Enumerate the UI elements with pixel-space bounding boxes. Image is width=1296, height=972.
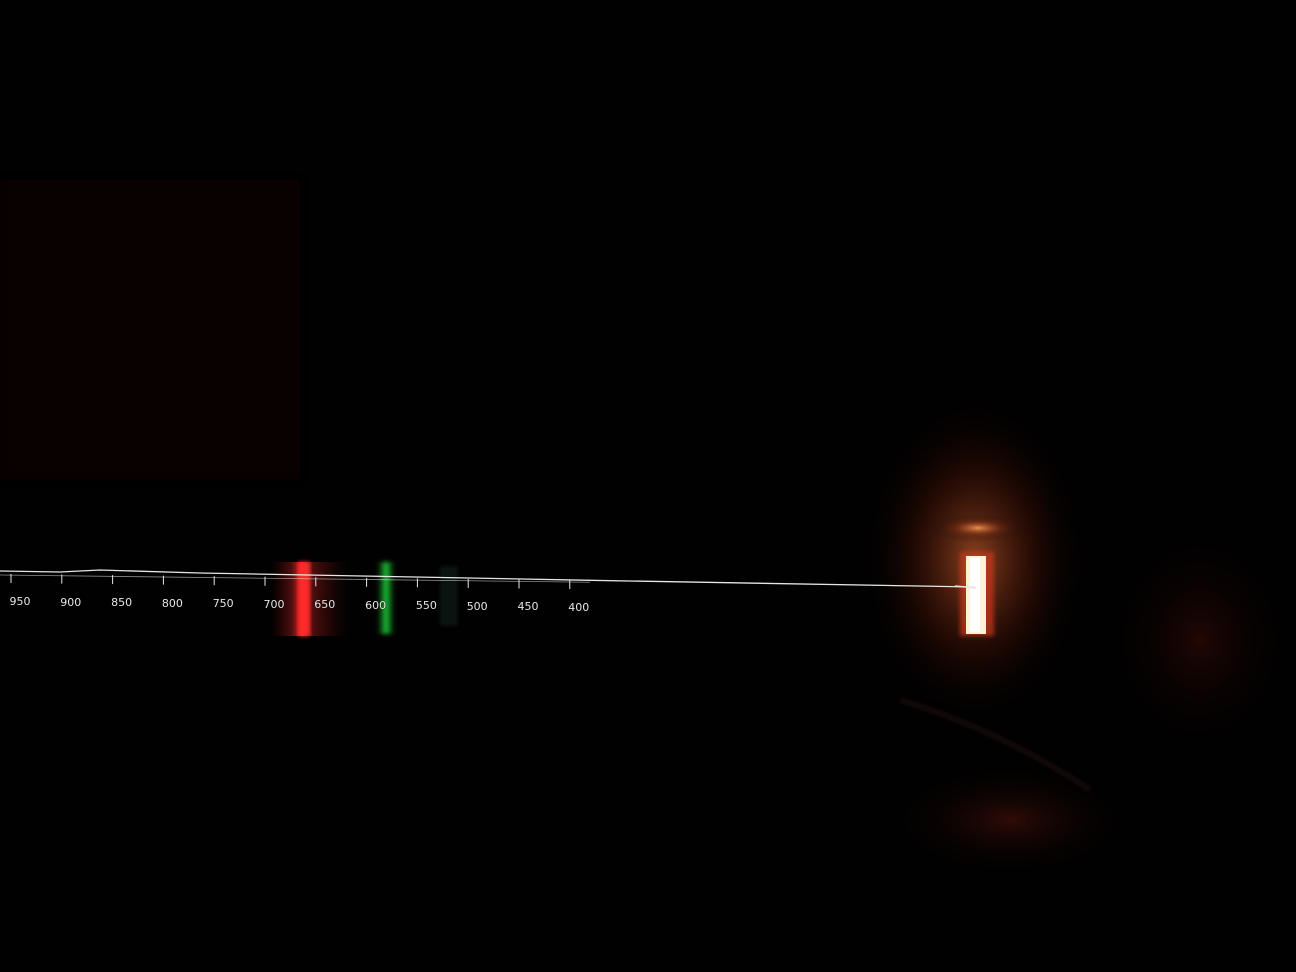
- scale-tick-label: 650: [314, 598, 336, 612]
- scale-tick-label: 500: [466, 599, 488, 613]
- scale-tick-label: 900: [60, 595, 82, 609]
- faint-cyan-band: [440, 566, 458, 626]
- lower-reflection: [890, 765, 1130, 875]
- scale-end-mark: [954, 585, 977, 589]
- device-edge: [899, 697, 1092, 793]
- scale-tick-label: 800: [161, 596, 183, 610]
- left-wall-shadow: [0, 180, 300, 480]
- slit-core: [970, 558, 980, 632]
- scale-tick-label: 750: [212, 597, 234, 611]
- right-reflection: [1110, 530, 1290, 750]
- scale-tick-label: 600: [365, 598, 387, 612]
- scale-tick-label: 850: [111, 596, 133, 610]
- scale-tick-label: 400: [568, 601, 590, 615]
- scale-line-lower: [0, 574, 591, 583]
- wavelength-scale: [0, 569, 977, 590]
- scale-tick-label: 700: [263, 597, 285, 611]
- slit-top-glow: [930, 514, 1026, 542]
- scale-tick-label: 950: [9, 595, 31, 608]
- scale-tick-label: 550: [415, 599, 437, 613]
- red-emission-line: [298, 562, 310, 636]
- scale-tick-label: 450: [517, 600, 539, 614]
- scale-line: [0, 569, 976, 588]
